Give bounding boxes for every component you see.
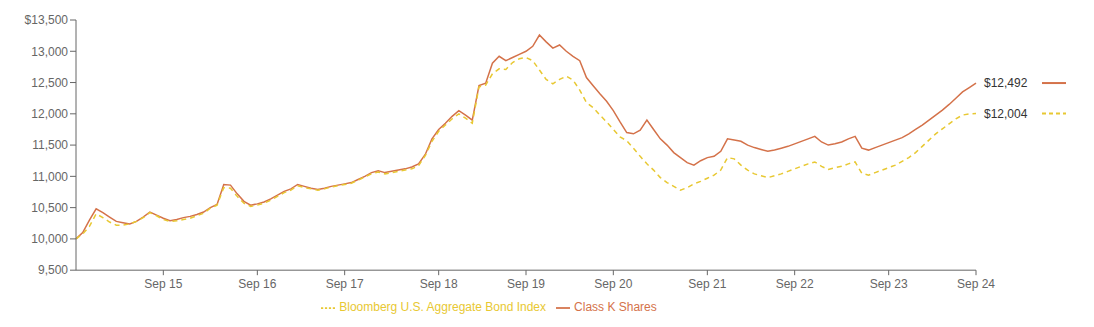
svg-text:Sep 24: Sep 24 [957,277,995,291]
svg-text:11,000: 11,000 [32,170,68,184]
svg-text:12,000: 12,000 [31,107,68,121]
svg-text:Sep 18: Sep 18 [420,277,458,291]
svg-text:Sep 21: Sep 21 [688,277,726,291]
svg-text:10,000: 10,000 [31,232,68,246]
svg-text:Sep 17: Sep 17 [326,277,364,291]
svg-text:$12,004: $12,004 [984,107,1028,121]
svg-text:Sep 20: Sep 20 [594,277,632,291]
svg-text:11,500: 11,500 [32,138,68,152]
svg-text:Sep 23: Sep 23 [870,277,908,291]
svg-text:$13,500: $13,500 [25,13,69,27]
svg-text:Sep 22: Sep 22 [776,277,814,291]
svg-text:Sep 15: Sep 15 [144,277,182,291]
svg-text:12,500: 12,500 [31,76,68,90]
svg-text:9,500: 9,500 [38,263,68,277]
svg-text:13,000: 13,000 [31,45,68,59]
html-text:Class K Shares: Class K Shares [574,300,657,315]
svg-text:Sep 16: Sep 16 [238,277,276,291]
html-text:Bloomberg U.S. Aggregate Bond: Bloomberg U.S. Aggregate Bond Index [339,300,546,315]
svg-text:Sep 19: Sep 19 [507,277,545,291]
svg-text:10,500: 10,500 [31,201,68,215]
svg-text:$12,492: $12,492 [984,76,1028,90]
